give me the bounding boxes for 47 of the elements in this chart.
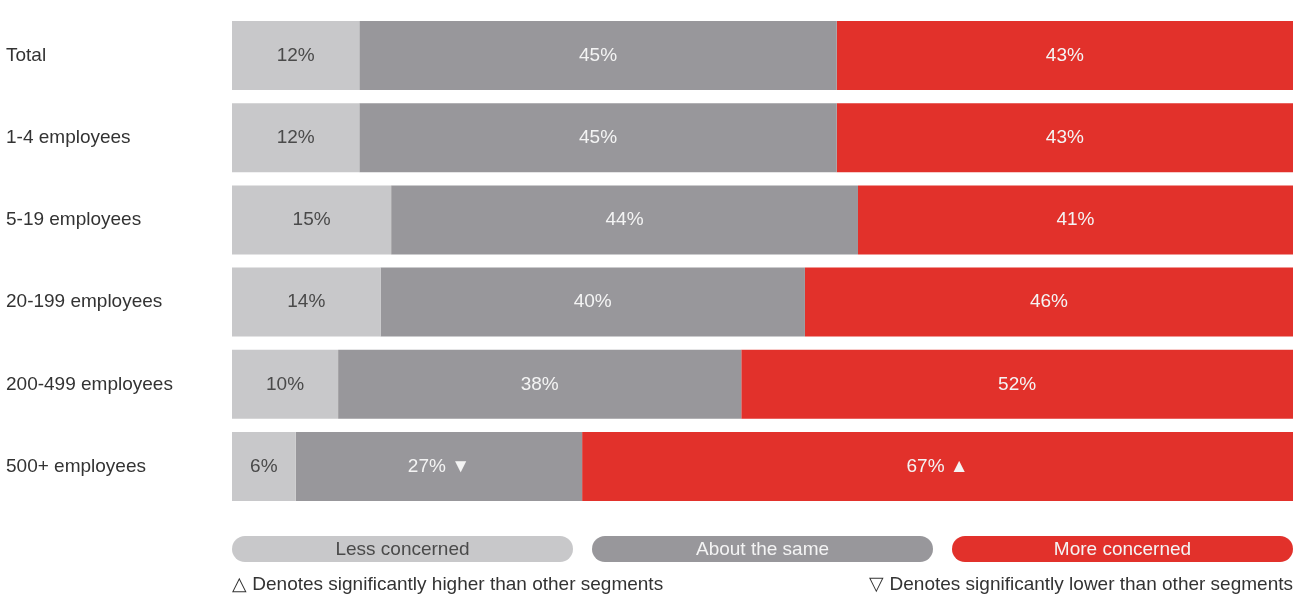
bar (359, 20, 837, 91)
data-label: 46% (1029, 290, 1069, 312)
bar (391, 185, 858, 255)
bar (836, 20, 1293, 91)
bar (232, 103, 360, 173)
text: About the same (592, 536, 933, 562)
data-label: 12% (276, 43, 315, 65)
data-label: 27% ▼ (407, 454, 470, 476)
text: ▽ Denotes significantly lower than other segments (869, 572, 1293, 595)
data-label: 43% (1045, 43, 1084, 65)
data-label: 67% ▲ (906, 454, 969, 476)
data-label: 6% (250, 454, 278, 476)
y-tick-label: Total (6, 43, 47, 65)
data-label: 52% (998, 372, 1037, 394)
bar (232, 267, 381, 337)
bar (338, 349, 742, 419)
data-label: 41% (1056, 208, 1095, 230)
data-label: 12% (276, 125, 315, 147)
data-label: 45% (579, 43, 618, 65)
data-label: 40% (573, 290, 612, 312)
text: Less concerned (232, 536, 573, 562)
bar (232, 431, 296, 502)
y-tick-label: 20-199 employees (6, 290, 163, 312)
bar (804, 267, 1293, 337)
text: △ Denotes significantly higher than other segments (232, 572, 664, 595)
bar (741, 349, 1293, 419)
bar (295, 431, 583, 502)
bar (359, 103, 837, 173)
bar (380, 267, 805, 337)
data-label: 38% (520, 372, 559, 394)
data-label: 43% (1045, 125, 1084, 147)
data-label: 45% (579, 125, 618, 147)
data-label: 15% (292, 208, 331, 230)
data-label: 10% (266, 372, 305, 394)
data-label: 14% (287, 290, 326, 312)
y-tick-label: 1-4 employees (6, 125, 131, 147)
y-tick-label: 500+ employees (6, 454, 146, 476)
y-tick-label: 200-499 employees (6, 372, 173, 394)
bar (857, 185, 1293, 255)
bar (836, 103, 1293, 173)
bar (582, 431, 1293, 502)
bar (232, 349, 339, 419)
bar (232, 185, 392, 255)
data-label: 44% (605, 208, 644, 230)
bar (232, 20, 360, 91)
y-tick-label: 5-19 employees (6, 208, 142, 230)
series-label: More concerned (952, 536, 1293, 562)
